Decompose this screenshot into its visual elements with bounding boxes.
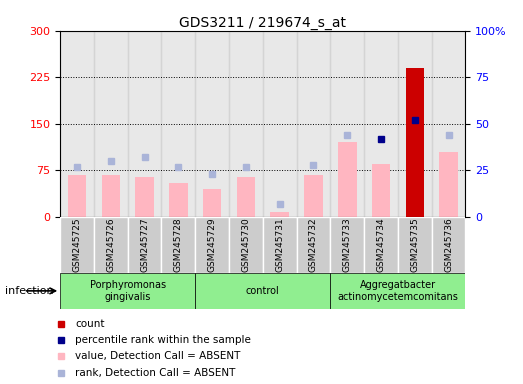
Bar: [101, 175, 120, 217]
Text: rank, Detection Call = ABSENT: rank, Detection Call = ABSENT: [75, 368, 236, 378]
Bar: [68, 175, 86, 217]
Bar: [398, 217, 431, 273]
Bar: [338, 142, 357, 217]
Bar: [431, 217, 465, 273]
Text: GSM245735: GSM245735: [411, 217, 419, 272]
Bar: [60, 217, 94, 273]
Bar: [128, 31, 162, 217]
Bar: [263, 217, 297, 273]
Bar: [162, 31, 195, 217]
Bar: [94, 31, 128, 217]
Text: count: count: [75, 319, 105, 329]
Bar: [135, 177, 154, 217]
Bar: [439, 152, 458, 217]
Text: GSM245733: GSM245733: [343, 217, 352, 272]
Text: GSM245728: GSM245728: [174, 217, 183, 272]
Text: GSM245730: GSM245730: [242, 217, 251, 272]
Bar: [331, 217, 364, 273]
Bar: [162, 217, 195, 273]
Bar: [270, 212, 289, 217]
Text: infection: infection: [5, 286, 54, 296]
Text: GSM245729: GSM245729: [208, 217, 217, 272]
Bar: [364, 31, 398, 217]
Bar: [236, 177, 255, 217]
Bar: [229, 217, 263, 273]
Bar: [297, 217, 331, 273]
Bar: [60, 273, 195, 309]
Text: GSM245725: GSM245725: [73, 217, 82, 272]
Title: GDS3211 / 219674_s_at: GDS3211 / 219674_s_at: [179, 16, 346, 30]
Bar: [128, 217, 162, 273]
Text: Porphyromonas
gingivalis: Porphyromonas gingivalis: [89, 280, 166, 302]
Text: GSM245736: GSM245736: [444, 217, 453, 272]
Text: value, Detection Call = ABSENT: value, Detection Call = ABSENT: [75, 351, 241, 361]
Bar: [431, 31, 465, 217]
Bar: [398, 31, 431, 217]
Text: GSM245727: GSM245727: [140, 217, 149, 272]
Text: control: control: [246, 286, 280, 296]
Bar: [229, 31, 263, 217]
Text: GSM245726: GSM245726: [106, 217, 115, 272]
Bar: [372, 164, 390, 217]
Bar: [263, 31, 297, 217]
Bar: [195, 217, 229, 273]
Bar: [203, 189, 221, 217]
Bar: [195, 31, 229, 217]
Bar: [169, 183, 188, 217]
Bar: [364, 217, 398, 273]
Text: Aggregatbacter
actinomycetemcomitans: Aggregatbacter actinomycetemcomitans: [337, 280, 458, 302]
Bar: [405, 68, 424, 217]
Bar: [60, 31, 94, 217]
Bar: [297, 31, 331, 217]
Bar: [331, 31, 364, 217]
Bar: [195, 273, 331, 309]
Bar: [94, 217, 128, 273]
Text: GSM245734: GSM245734: [377, 217, 385, 272]
Text: GSM245732: GSM245732: [309, 217, 318, 272]
Bar: [331, 273, 465, 309]
Text: GSM245731: GSM245731: [275, 217, 284, 272]
Bar: [304, 175, 323, 217]
Text: percentile rank within the sample: percentile rank within the sample: [75, 335, 251, 345]
